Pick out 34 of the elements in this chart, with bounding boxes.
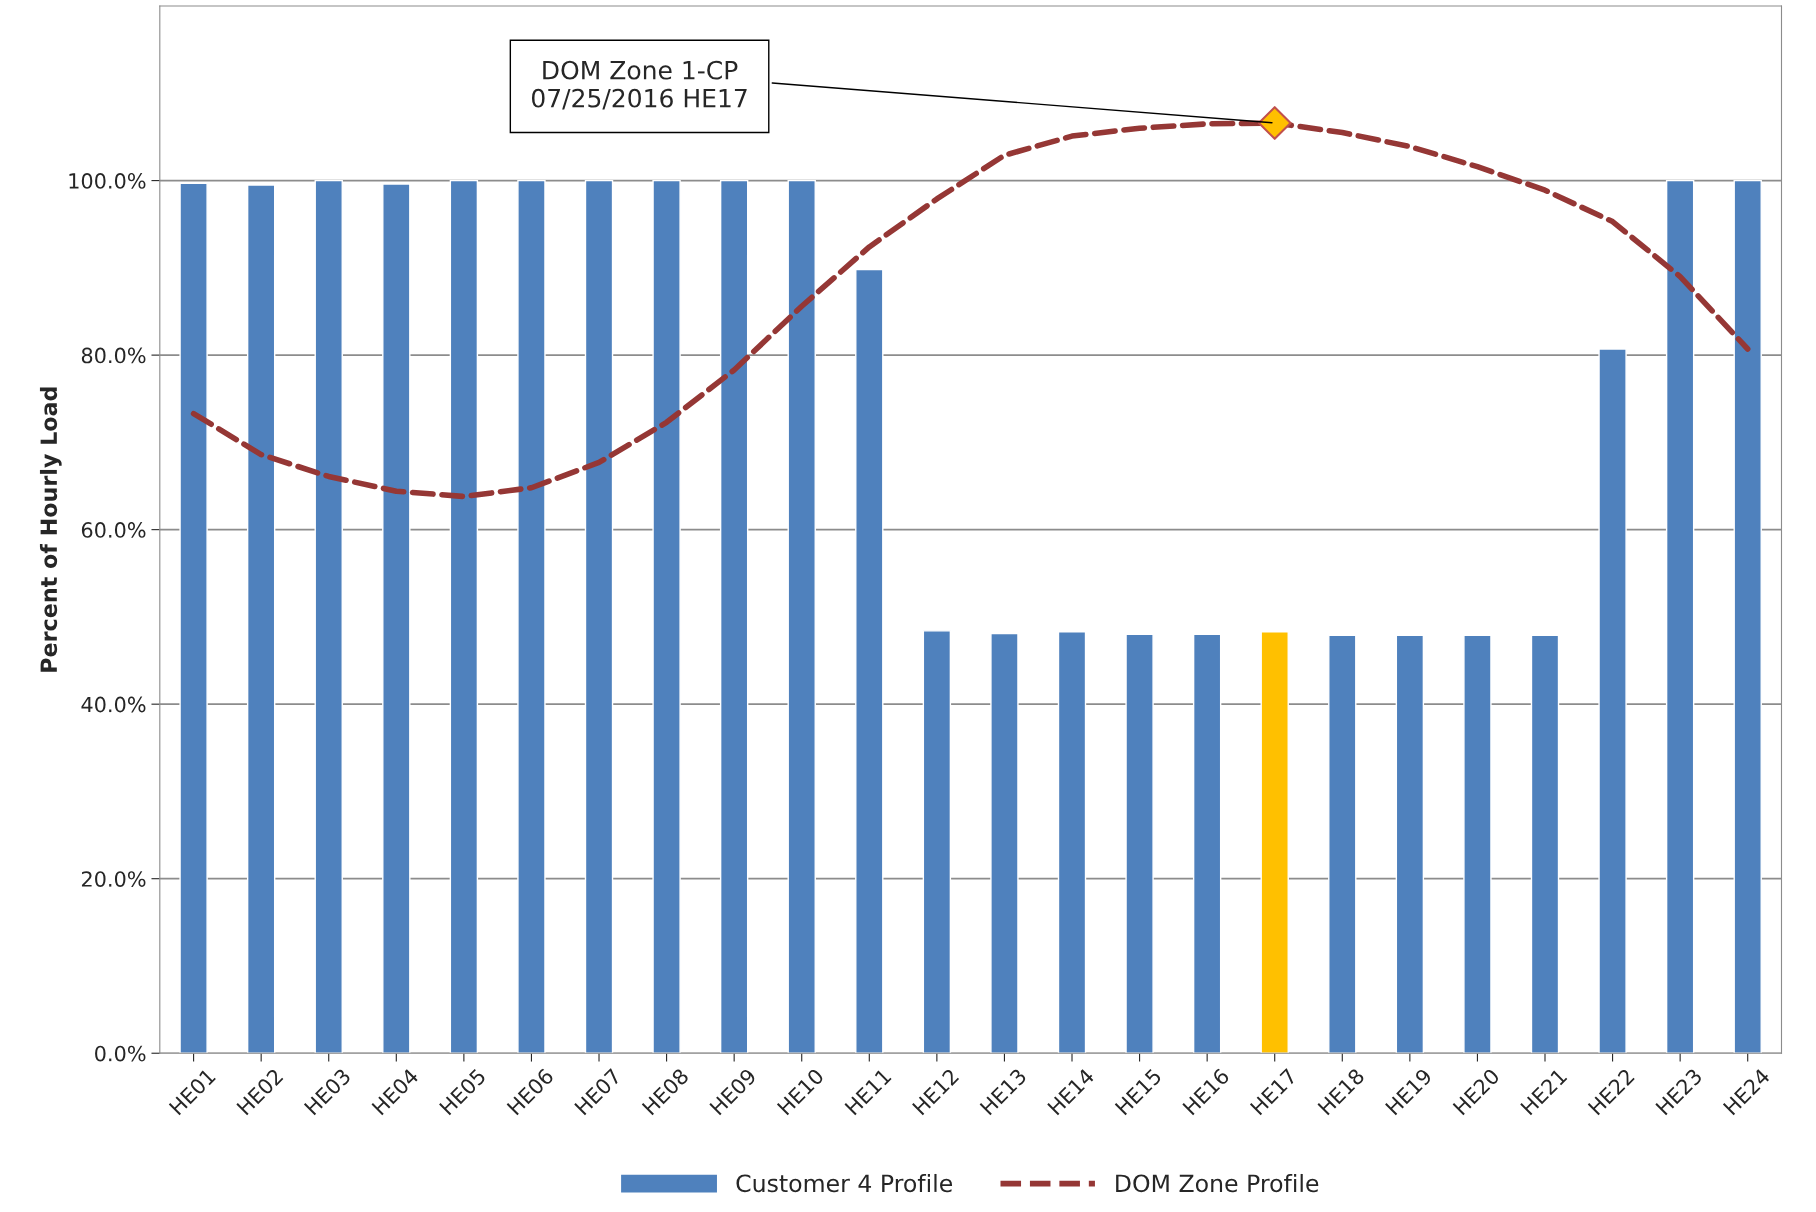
bar (1395, 634, 1425, 1054)
bar (584, 179, 614, 1054)
bar (652, 179, 681, 1054)
y-tick-label: 80.0% (81, 347, 146, 364)
bar (787, 179, 816, 1054)
bar (855, 268, 884, 1054)
bar (1328, 634, 1357, 1054)
y-tick-label: 40.0% (81, 696, 146, 713)
bar (1598, 348, 1627, 1054)
annotation: DOM Zone 1-CP 07/25/2016 HE17 (531, 60, 747, 110)
bar (179, 182, 208, 1054)
bar (1530, 634, 1560, 1054)
bar (517, 179, 546, 1054)
legend-label: DOM Zone Profile (1116, 1173, 1319, 1193)
bar (990, 632, 1019, 1054)
bar (1057, 631, 1087, 1054)
y-tick-label: 100.0% (69, 173, 146, 189)
bar (314, 179, 343, 1054)
y-tick-label: 0.0% (95, 1045, 146, 1062)
bar (382, 183, 411, 1054)
bar (1260, 631, 1289, 1054)
bar (1463, 634, 1492, 1054)
y-axis-title: Percent of Hourly Load (39, 387, 62, 672)
bar (922, 630, 952, 1054)
y-tick-label: 60.0% (81, 522, 146, 538)
bar (1192, 633, 1222, 1054)
y-tick-label: 20.0% (81, 871, 146, 887)
legend-label: Customer 4 Profile (736, 1173, 953, 1193)
bar (1733, 179, 1762, 1054)
bar (1665, 179, 1695, 1054)
bar (449, 179, 479, 1054)
bar (1125, 633, 1154, 1054)
bar (719, 179, 749, 1054)
bar (246, 184, 276, 1054)
